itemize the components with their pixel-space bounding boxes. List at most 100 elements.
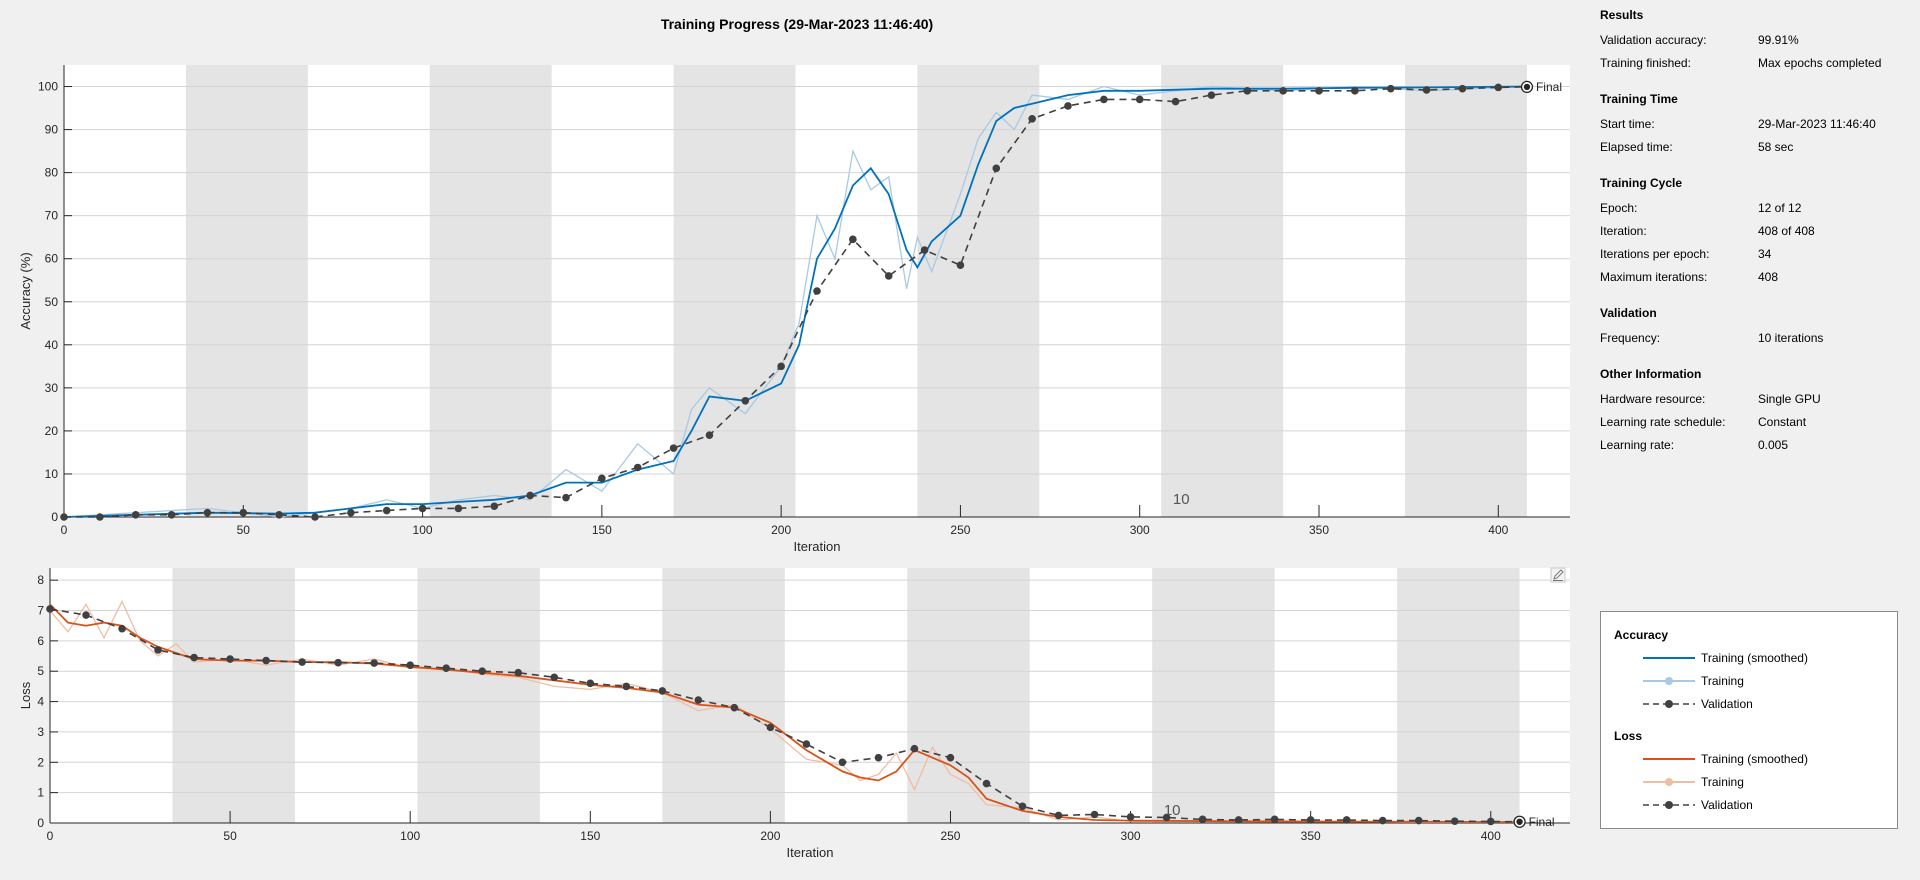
info-row: Frequency: 10 iterations: [1600, 326, 1900, 349]
validation-point: [920, 246, 929, 254]
epoch-label: 10: [1173, 491, 1190, 508]
validation-point: [118, 624, 126, 633]
info-row: Iterations per epoch: 34: [1600, 242, 1900, 265]
legend-accuracy-heading: Accuracy: [1614, 628, 1669, 642]
validation-point: [96, 513, 104, 521]
other-information-heading: Other Information: [1600, 367, 1702, 381]
validation-point: [777, 362, 785, 371]
y-tick-label: 7: [37, 604, 44, 618]
accuracy-plot: 0 10 20 30 40 50 60 70 80 90 100 0 50 100 150 200 250 300…: [18, 65, 1570, 554]
validation-point: [802, 740, 811, 748]
validation-point: [1028, 115, 1036, 123]
y-tick-label: 10: [45, 467, 59, 481]
validation-point: [526, 491, 534, 500]
validation-point: [622, 682, 631, 691]
validation-point: [1306, 816, 1315, 824]
validation-point: [1100, 95, 1108, 104]
epoch-band: [673, 65, 796, 517]
info-value: Single GPU: [1758, 391, 1821, 406]
validation-point: [262, 656, 270, 665]
validation-point: [490, 502, 499, 511]
validation-point: [1486, 817, 1495, 826]
validation-point: [1351, 87, 1359, 95]
x-tick-label: 150: [580, 829, 600, 843]
y-tick-label: 60: [45, 252, 59, 266]
legend-item: Validation: [1601, 793, 1897, 816]
y-tick-label: 40: [45, 338, 59, 352]
results-heading: Results: [1600, 8, 1644, 22]
validation-point: [1126, 813, 1135, 821]
validation-point: [203, 508, 212, 517]
validation-point: [1458, 84, 1467, 93]
training-time-heading: Training Time: [1600, 92, 1678, 106]
validation-point: [1207, 91, 1216, 99]
x-tick-label: 100: [400, 829, 420, 843]
validation-point: [633, 463, 642, 472]
y-tick-label: 0: [37, 816, 44, 830]
x-tick-label: 0: [47, 829, 54, 843]
y-tick-label: 0: [51, 510, 58, 524]
validation-point: [347, 508, 355, 517]
legend-label: Training (smoothed): [1701, 751, 1808, 766]
validation-point: [838, 758, 847, 767]
validation-point: [1414, 816, 1423, 825]
info-value: Constant: [1758, 414, 1807, 429]
y-tick-label: 50: [45, 295, 59, 309]
validation-point: [730, 703, 739, 712]
x-tick-label: 400: [1488, 523, 1508, 537]
validation-point: [1450, 817, 1459, 825]
info-value: 34: [1758, 246, 1772, 261]
legend-item: Validation: [1601, 692, 1897, 715]
y-tick-label: 2: [37, 755, 44, 769]
x-tick-label: 350: [1309, 523, 1329, 537]
legend-label: Training (smoothed): [1701, 650, 1808, 665]
x-tick-label: 100: [413, 523, 433, 537]
validation-point: [370, 659, 378, 667]
validation-point: [334, 658, 342, 667]
validation-point: [956, 261, 965, 269]
validation-point: [694, 696, 703, 704]
validation-point: [1064, 102, 1072, 110]
epoch-band: [1405, 65, 1527, 517]
x-tick-label: 300: [1130, 523, 1150, 537]
final-marker-dot: [1516, 818, 1523, 825]
edit-plot-icon[interactable]: [1550, 567, 1566, 583]
validation-point: [442, 664, 451, 672]
legend-item: Training: [1601, 770, 1897, 793]
validation-point: [382, 506, 391, 515]
info-value: 12 of 12: [1758, 200, 1802, 215]
validation-point: [454, 504, 463, 513]
validation-point: [586, 679, 595, 688]
validation-point: [874, 753, 883, 762]
info-row: Start time: 29-Mar-2023 11:46:40: [1600, 112, 1900, 135]
validation-point: [418, 504, 427, 513]
x-tick-label: 200: [760, 829, 780, 843]
validation-point: [849, 235, 857, 244]
validation-point: [1378, 816, 1387, 825]
epoch-band: [1161, 65, 1284, 517]
validation-point: [741, 396, 750, 405]
validation-point: [1054, 811, 1063, 820]
epoch-band: [172, 568, 295, 823]
epoch-band: [907, 568, 1030, 823]
x-tick-label: 150: [592, 523, 612, 537]
validation-point: [946, 753, 955, 762]
validation-point: [1018, 802, 1027, 811]
validation-point: [562, 493, 570, 502]
info-key: Epoch:: [1600, 200, 1638, 215]
info-key: Training finished:: [1600, 55, 1691, 70]
legend-loss-smoothed-swatch: [1643, 757, 1695, 760]
validation-point: [658, 687, 667, 695]
validation-point: [1270, 815, 1279, 824]
x-tick-label: 300: [1121, 829, 1141, 843]
validation-point: [406, 661, 414, 669]
x-tick-label: 50: [223, 829, 237, 843]
info-row: Elapsed time: 58 sec: [1600, 135, 1900, 158]
info-row: Iteration: 408 of 408: [1600, 219, 1900, 242]
training-cycle-heading: Training Cycle: [1600, 176, 1683, 190]
validation-point: [1315, 87, 1323, 95]
validation-point: [478, 667, 487, 676]
validation-point: [514, 668, 523, 677]
validation-point: [154, 646, 162, 654]
